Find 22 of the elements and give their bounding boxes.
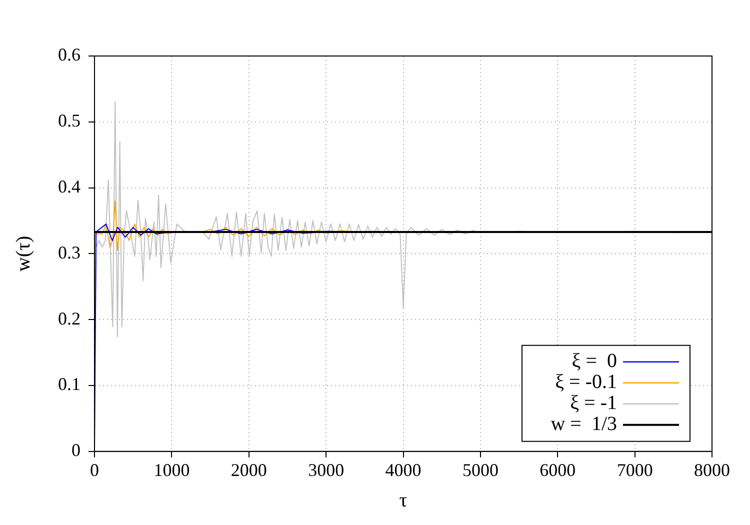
x-tick-label: 5000 [462, 460, 498, 480]
y-tick-label: 0.5 [58, 110, 80, 131]
x-tick-label: 6000 [540, 460, 576, 480]
x-tick-label: 7000 [616, 460, 653, 480]
legend-label: ξ = -1 [570, 392, 617, 414]
y-tick-label: 0.6 [58, 44, 80, 65]
y-tick-label: 0.2 [58, 308, 80, 328]
x-axis-title: τ [399, 489, 408, 512]
x-tick-label: 3000 [308, 460, 344, 480]
x-tick-label: 4000 [385, 460, 422, 480]
x-tick-label: 2000 [230, 460, 267, 480]
y-tick-label: 0 [72, 440, 80, 460]
y-tick-label: 0.3 [58, 242, 80, 262]
legend-label: w = 1/3 [550, 413, 617, 436]
legend-label: ξ = 0 [572, 350, 617, 372]
y-tick-label: 0.4 [58, 176, 80, 197]
legend-label: ξ = -0.1 [555, 371, 617, 394]
y-tick-label: 0.1 [58, 374, 80, 394]
x-tick-label: 8000 [694, 460, 730, 480]
y-axis-title: w(τ) [12, 236, 34, 272]
x-tick-label: 0 [90, 460, 99, 480]
x-tick-label: 1000 [154, 460, 190, 480]
